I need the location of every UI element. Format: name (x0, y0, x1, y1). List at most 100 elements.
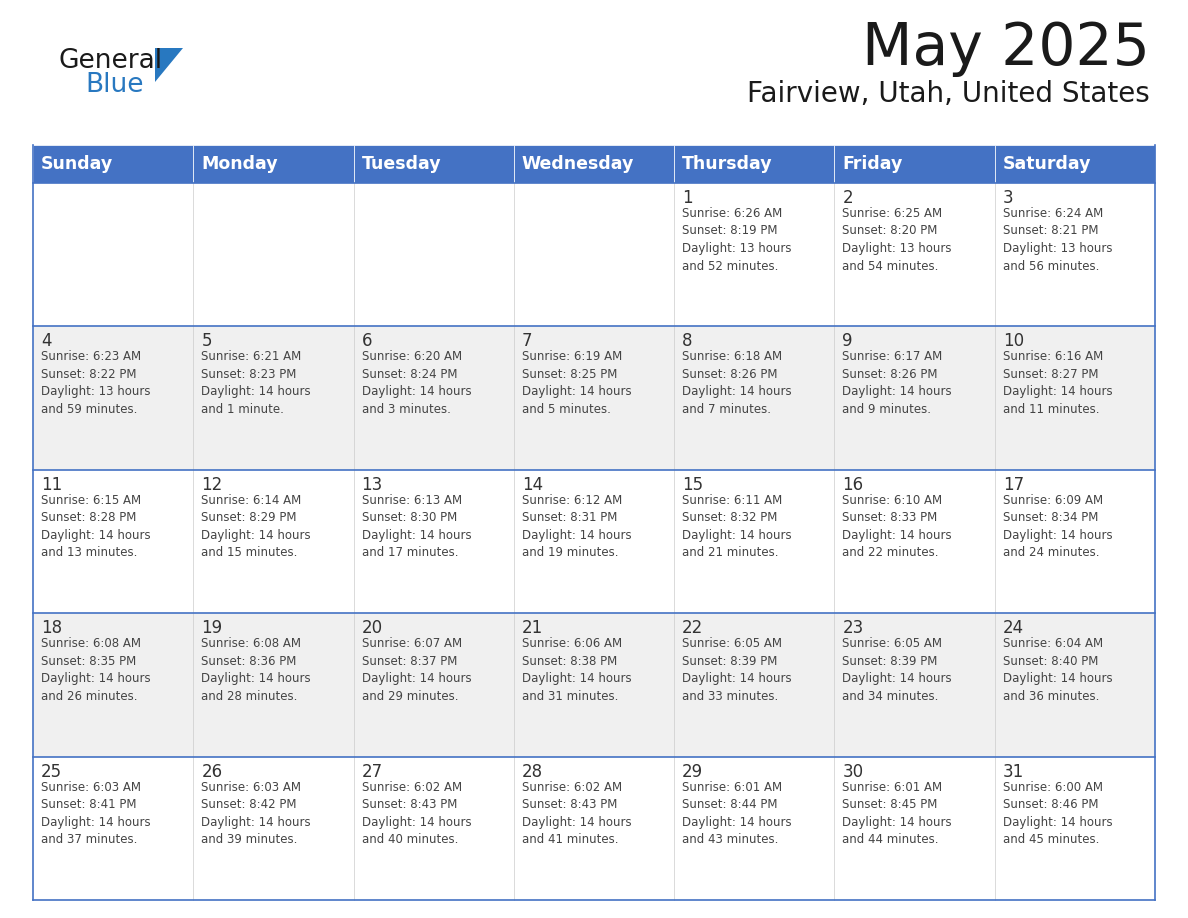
Bar (194, 183, 354, 327)
Text: 30: 30 (842, 763, 864, 780)
Text: 16: 16 (842, 476, 864, 494)
Text: Sunrise: 6:06 AM
Sunset: 8:38 PM
Daylight: 14 hours
and 31 minutes.: Sunrise: 6:06 AM Sunset: 8:38 PM Dayligh… (522, 637, 632, 702)
Text: 31: 31 (1003, 763, 1024, 780)
Bar (33, 470, 194, 613)
Text: Sunrise: 6:01 AM
Sunset: 8:45 PM
Daylight: 14 hours
and 44 minutes.: Sunrise: 6:01 AM Sunset: 8:45 PM Dayligh… (842, 780, 952, 846)
Bar (194, 327, 354, 470)
Text: 18: 18 (42, 620, 62, 637)
Text: Sunrise: 6:01 AM
Sunset: 8:44 PM
Daylight: 14 hours
and 43 minutes.: Sunrise: 6:01 AM Sunset: 8:44 PM Dayligh… (682, 780, 791, 846)
Text: Sunrise: 6:13 AM
Sunset: 8:30 PM
Daylight: 14 hours
and 17 minutes.: Sunrise: 6:13 AM Sunset: 8:30 PM Dayligh… (361, 494, 472, 559)
Bar (834, 145, 994, 183)
Bar (33, 183, 194, 327)
Bar (33, 145, 194, 183)
Text: Fairview, Utah, United States: Fairview, Utah, United States (747, 80, 1150, 108)
Text: Sunrise: 6:05 AM
Sunset: 8:39 PM
Daylight: 14 hours
and 33 minutes.: Sunrise: 6:05 AM Sunset: 8:39 PM Dayligh… (682, 637, 791, 702)
Bar (514, 470, 674, 613)
Bar (674, 613, 834, 756)
Text: Sunrise: 6:03 AM
Sunset: 8:41 PM
Daylight: 14 hours
and 37 minutes.: Sunrise: 6:03 AM Sunset: 8:41 PM Dayligh… (42, 780, 151, 846)
Text: 1: 1 (682, 189, 693, 207)
Bar (33, 756, 194, 900)
Bar (194, 756, 354, 900)
Text: 4: 4 (42, 332, 51, 351)
Text: 3: 3 (1003, 189, 1013, 207)
Text: 12: 12 (201, 476, 222, 494)
Text: Sunrise: 6:24 AM
Sunset: 8:21 PM
Daylight: 13 hours
and 56 minutes.: Sunrise: 6:24 AM Sunset: 8:21 PM Dayligh… (1003, 207, 1112, 273)
Text: Sunrise: 6:04 AM
Sunset: 8:40 PM
Daylight: 14 hours
and 36 minutes.: Sunrise: 6:04 AM Sunset: 8:40 PM Dayligh… (1003, 637, 1112, 702)
Text: Sunrise: 6:08 AM
Sunset: 8:36 PM
Daylight: 14 hours
and 28 minutes.: Sunrise: 6:08 AM Sunset: 8:36 PM Dayligh… (201, 637, 311, 702)
Text: Sunrise: 6:26 AM
Sunset: 8:19 PM
Daylight: 13 hours
and 52 minutes.: Sunrise: 6:26 AM Sunset: 8:19 PM Dayligh… (682, 207, 791, 273)
Bar (354, 145, 514, 183)
Text: Monday: Monday (201, 155, 278, 173)
Text: Sunrise: 6:18 AM
Sunset: 8:26 PM
Daylight: 14 hours
and 7 minutes.: Sunrise: 6:18 AM Sunset: 8:26 PM Dayligh… (682, 351, 791, 416)
Text: Sunrise: 6:02 AM
Sunset: 8:43 PM
Daylight: 14 hours
and 41 minutes.: Sunrise: 6:02 AM Sunset: 8:43 PM Dayligh… (522, 780, 632, 846)
Text: Blue: Blue (86, 72, 144, 98)
Text: 9: 9 (842, 332, 853, 351)
Bar (674, 470, 834, 613)
Bar (994, 327, 1155, 470)
Bar (834, 613, 994, 756)
Text: Sunrise: 6:02 AM
Sunset: 8:43 PM
Daylight: 14 hours
and 40 minutes.: Sunrise: 6:02 AM Sunset: 8:43 PM Dayligh… (361, 780, 472, 846)
Text: Wednesday: Wednesday (522, 155, 634, 173)
Bar (354, 470, 514, 613)
Text: 28: 28 (522, 763, 543, 780)
Text: 19: 19 (201, 620, 222, 637)
Text: Sunrise: 6:00 AM
Sunset: 8:46 PM
Daylight: 14 hours
and 45 minutes.: Sunrise: 6:00 AM Sunset: 8:46 PM Dayligh… (1003, 780, 1112, 846)
Bar (194, 145, 354, 183)
Text: Sunrise: 6:17 AM
Sunset: 8:26 PM
Daylight: 14 hours
and 9 minutes.: Sunrise: 6:17 AM Sunset: 8:26 PM Dayligh… (842, 351, 952, 416)
Polygon shape (154, 48, 183, 82)
Bar (834, 756, 994, 900)
Text: 24: 24 (1003, 620, 1024, 637)
Bar (514, 145, 674, 183)
Text: Sunrise: 6:03 AM
Sunset: 8:42 PM
Daylight: 14 hours
and 39 minutes.: Sunrise: 6:03 AM Sunset: 8:42 PM Dayligh… (201, 780, 311, 846)
Text: 20: 20 (361, 620, 383, 637)
Text: General: General (58, 48, 162, 74)
Text: 22: 22 (682, 620, 703, 637)
Bar (674, 183, 834, 327)
Bar (194, 470, 354, 613)
Bar (33, 327, 194, 470)
Bar (994, 470, 1155, 613)
Text: 21: 21 (522, 620, 543, 637)
Text: Sunrise: 6:11 AM
Sunset: 8:32 PM
Daylight: 14 hours
and 21 minutes.: Sunrise: 6:11 AM Sunset: 8:32 PM Dayligh… (682, 494, 791, 559)
Text: May 2025: May 2025 (862, 20, 1150, 77)
Text: 6: 6 (361, 332, 372, 351)
Text: Sunrise: 6:23 AM
Sunset: 8:22 PM
Daylight: 13 hours
and 59 minutes.: Sunrise: 6:23 AM Sunset: 8:22 PM Dayligh… (42, 351, 151, 416)
Bar (834, 470, 994, 613)
Bar (514, 613, 674, 756)
Bar (994, 145, 1155, 183)
Text: 25: 25 (42, 763, 62, 780)
Text: Sunrise: 6:12 AM
Sunset: 8:31 PM
Daylight: 14 hours
and 19 minutes.: Sunrise: 6:12 AM Sunset: 8:31 PM Dayligh… (522, 494, 632, 559)
Text: 10: 10 (1003, 332, 1024, 351)
Bar (674, 327, 834, 470)
Bar (354, 756, 514, 900)
Text: Sunrise: 6:15 AM
Sunset: 8:28 PM
Daylight: 14 hours
and 13 minutes.: Sunrise: 6:15 AM Sunset: 8:28 PM Dayligh… (42, 494, 151, 559)
Text: Saturday: Saturday (1003, 155, 1092, 173)
Text: 7: 7 (522, 332, 532, 351)
Text: 29: 29 (682, 763, 703, 780)
Bar (354, 327, 514, 470)
Text: Sunrise: 6:09 AM
Sunset: 8:34 PM
Daylight: 14 hours
and 24 minutes.: Sunrise: 6:09 AM Sunset: 8:34 PM Dayligh… (1003, 494, 1112, 559)
Text: 23: 23 (842, 620, 864, 637)
Bar (354, 613, 514, 756)
Text: 15: 15 (682, 476, 703, 494)
Bar (33, 613, 194, 756)
Text: Thursday: Thursday (682, 155, 772, 173)
Bar (674, 145, 834, 183)
Bar (994, 613, 1155, 756)
Bar (194, 613, 354, 756)
Bar (674, 756, 834, 900)
Text: Friday: Friday (842, 155, 903, 173)
Text: Sunrise: 6:14 AM
Sunset: 8:29 PM
Daylight: 14 hours
and 15 minutes.: Sunrise: 6:14 AM Sunset: 8:29 PM Dayligh… (201, 494, 311, 559)
Text: Sunrise: 6:20 AM
Sunset: 8:24 PM
Daylight: 14 hours
and 3 minutes.: Sunrise: 6:20 AM Sunset: 8:24 PM Dayligh… (361, 351, 472, 416)
Text: Sunday: Sunday (42, 155, 113, 173)
Text: Sunrise: 6:16 AM
Sunset: 8:27 PM
Daylight: 14 hours
and 11 minutes.: Sunrise: 6:16 AM Sunset: 8:27 PM Dayligh… (1003, 351, 1112, 416)
Bar (514, 327, 674, 470)
Bar (514, 183, 674, 327)
Text: 2: 2 (842, 189, 853, 207)
Text: Sunrise: 6:10 AM
Sunset: 8:33 PM
Daylight: 14 hours
and 22 minutes.: Sunrise: 6:10 AM Sunset: 8:33 PM Dayligh… (842, 494, 952, 559)
Bar (834, 183, 994, 327)
Text: 13: 13 (361, 476, 383, 494)
Bar (994, 183, 1155, 327)
Text: 14: 14 (522, 476, 543, 494)
Text: 5: 5 (201, 332, 211, 351)
